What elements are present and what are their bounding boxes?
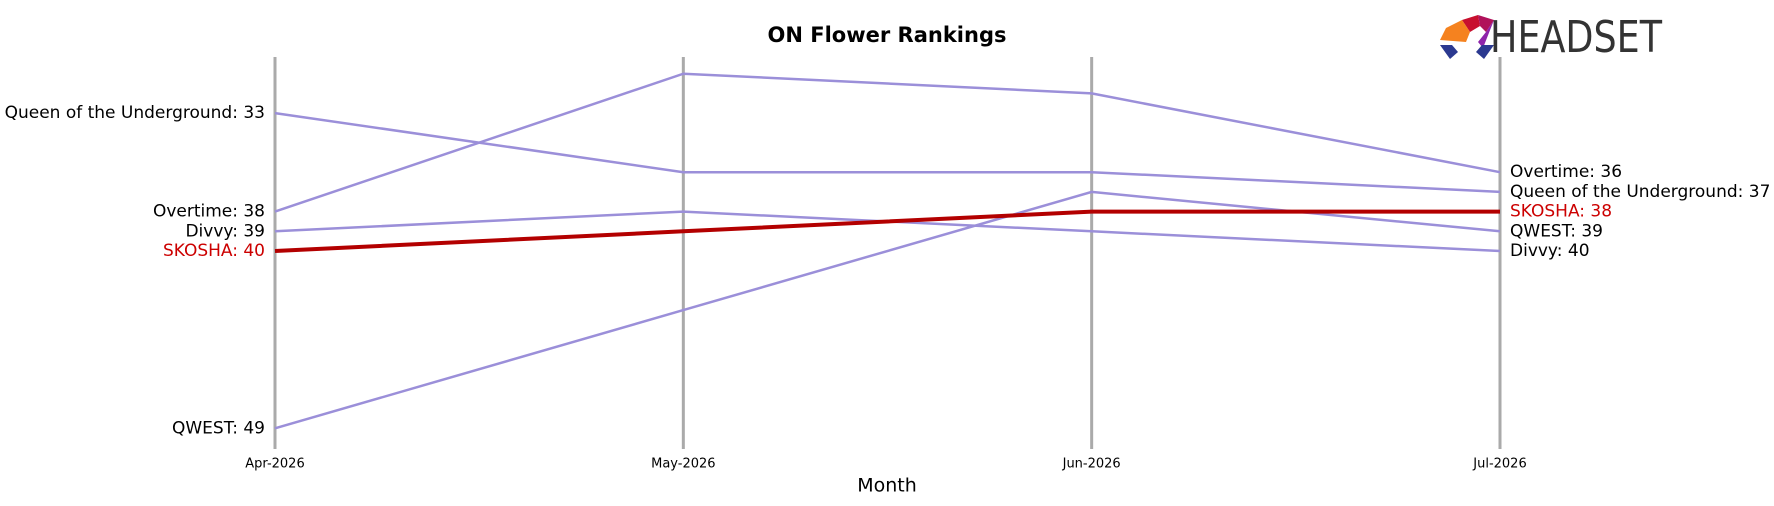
series-line bbox=[274, 72, 1501, 213]
data-label: Queen of the Underground: 37 bbox=[1510, 182, 1770, 202]
data-label: SKOSHA: 40 bbox=[163, 241, 265, 261]
logo: HEADSET bbox=[1440, 12, 1663, 63]
data-label: QWEST: 39 bbox=[1510, 221, 1603, 241]
logo-segment bbox=[1478, 15, 1494, 32]
data-label: Divvy: 40 bbox=[1510, 241, 1590, 261]
data-label: Overtime: 36 bbox=[1510, 162, 1622, 182]
chart-title: ON Flower Rankings bbox=[768, 23, 1007, 47]
data-label: Divvy: 39 bbox=[185, 221, 265, 241]
x-axis-label: Month bbox=[857, 475, 917, 497]
logo-segment bbox=[1440, 45, 1458, 59]
logo-segment bbox=[1440, 20, 1470, 42]
x-tick-label: Jul-2026 bbox=[1472, 457, 1526, 472]
series-line bbox=[274, 190, 1501, 430]
data-label: QWEST: 49 bbox=[172, 418, 265, 438]
x-tick-label: Apr-2026 bbox=[245, 457, 304, 472]
logo-segment bbox=[1462, 15, 1480, 32]
logo-segment bbox=[1476, 45, 1494, 59]
x-tick-label: May-2026 bbox=[651, 457, 715, 472]
data-label: SKOSHA: 38 bbox=[1510, 202, 1612, 222]
series-line bbox=[274, 210, 1501, 253]
series-line bbox=[274, 209, 1500, 253]
data-label: Queen of the Underground: 33 bbox=[5, 103, 265, 123]
data-label: Overtime: 38 bbox=[153, 202, 265, 222]
logo-text: HEADSET bbox=[1490, 12, 1663, 63]
logo-segment bbox=[1478, 20, 1494, 48]
series-line bbox=[274, 111, 1501, 194]
x-tick-label: Jun-2026 bbox=[1062, 457, 1121, 472]
